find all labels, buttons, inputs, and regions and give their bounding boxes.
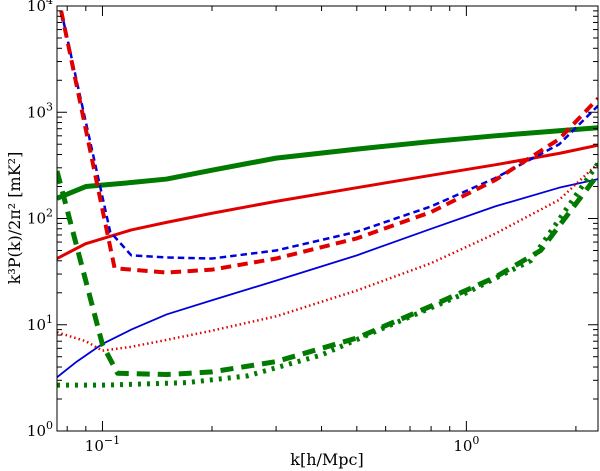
series-layer: [57, 10, 598, 388]
series-line-red-dotted: [57, 162, 598, 352]
x-tick-label: 100: [453, 434, 479, 455]
y-tick-label: 104: [27, 0, 53, 15]
series-line-red-dashed: [59, 10, 598, 275]
y-tick-label: 102: [27, 207, 53, 228]
series-line-green-dotted: [57, 161, 598, 388]
series-line-green-dashed: [57, 170, 598, 378]
x-tick-label: 10−1: [85, 434, 120, 455]
y-tick-label: 103: [27, 100, 53, 121]
x-axis-label: k[h/Mpc]: [290, 450, 363, 469]
ticks-layer: 100 101 102 103 104 10−1 100: [27, 0, 598, 455]
series-line-green-solid: [57, 125, 598, 201]
y-axis-label: k³P(k)/2π² [mK²]: [5, 152, 24, 285]
series-line-blue-dashed: [59, 10, 598, 260]
series-line-red-solid: [57, 143, 598, 260]
y-tick-label: 101: [27, 313, 53, 334]
series-line-blue-solid: [57, 178, 598, 379]
plot-frame: [56, 5, 599, 432]
y-tick-label: 100: [27, 419, 53, 440]
